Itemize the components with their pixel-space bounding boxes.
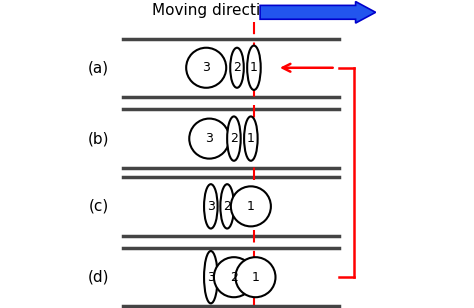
Text: (a): (a): [88, 60, 109, 75]
Text: 1: 1: [247, 132, 255, 145]
Text: (d): (d): [88, 270, 109, 285]
Polygon shape: [260, 2, 375, 23]
Text: Moving direction: Moving direction: [152, 3, 279, 18]
Text: 1: 1: [252, 271, 259, 284]
Text: 3: 3: [205, 132, 213, 145]
Ellipse shape: [231, 186, 271, 226]
Ellipse shape: [227, 116, 241, 161]
Text: 2: 2: [223, 200, 231, 213]
Text: 3: 3: [207, 271, 215, 284]
Ellipse shape: [186, 48, 226, 88]
Text: 3: 3: [202, 61, 210, 74]
Text: (c): (c): [88, 199, 109, 214]
Ellipse shape: [236, 257, 275, 297]
Text: (b): (b): [88, 131, 109, 146]
Text: 2: 2: [230, 271, 238, 284]
Text: 1: 1: [247, 200, 255, 213]
Text: 2: 2: [233, 61, 241, 74]
Ellipse shape: [220, 184, 234, 229]
Ellipse shape: [244, 116, 258, 161]
Text: 3: 3: [207, 200, 215, 213]
Ellipse shape: [247, 46, 261, 90]
Text: 2: 2: [230, 132, 238, 145]
Text: 1: 1: [250, 61, 258, 74]
Ellipse shape: [214, 257, 254, 297]
Ellipse shape: [204, 184, 218, 229]
Ellipse shape: [189, 119, 229, 159]
Ellipse shape: [230, 48, 244, 88]
Ellipse shape: [204, 251, 218, 303]
